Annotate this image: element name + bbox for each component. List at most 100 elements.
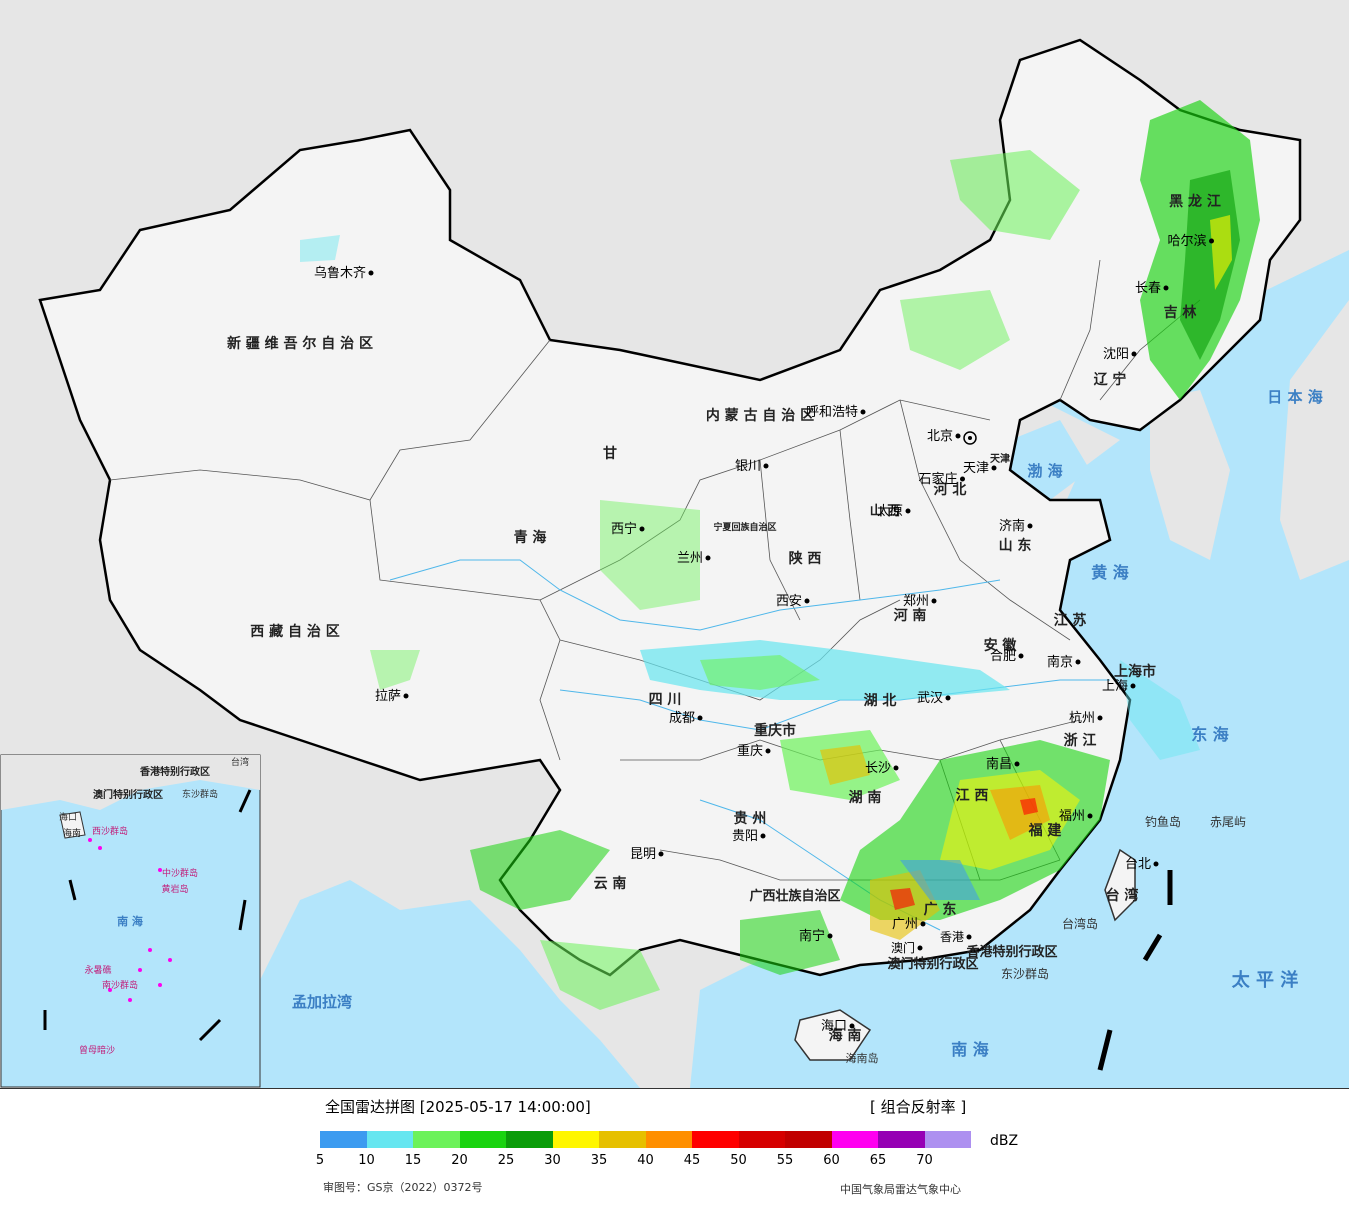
city-dot — [1018, 653, 1024, 659]
shanxi-label: 山 西 — [870, 503, 901, 519]
hohhot-label: 呼和浩特 — [806, 405, 858, 420]
xinjiang-label: 新 疆 维 吾 尔 自 治 区 — [227, 335, 373, 352]
city-dot — [991, 465, 997, 471]
city-dot — [1027, 523, 1033, 529]
legend-tick: 30 — [544, 1153, 561, 1168]
bohai-sea — [1010, 420, 1090, 500]
macau-label: 澳门 — [891, 940, 915, 955]
city-dot — [860, 409, 866, 415]
approval-number: 审图号：GS京（2022）0372号 — [323, 1181, 483, 1194]
huanghai-label: 黄 海 — [1091, 563, 1129, 582]
inset-huangyan-label: 黄岩岛 — [161, 883, 188, 895]
legend-swatch — [785, 1131, 832, 1148]
legend-swatch — [413, 1131, 460, 1148]
guangdong-label: 广 东 — [924, 901, 957, 918]
chongqing-city-label: 重庆 — [737, 743, 763, 759]
capital-marker — [963, 431, 977, 445]
legend-tick: 20 — [451, 1153, 468, 1168]
organization: 中国气象局雷达气象中心 — [840, 1183, 961, 1196]
shenyang-label: 沈阳 — [1103, 347, 1129, 362]
city-dot — [765, 748, 771, 754]
city-dot — [639, 526, 645, 532]
nanhai-label: 南 海 — [951, 1040, 989, 1059]
inset-dash-line — [43, 789, 252, 1042]
guangzhou-label: 广州 — [892, 917, 918, 932]
inset-dongsha-label: 东沙群岛 — [182, 788, 218, 800]
wuhan-label: 武汉 — [917, 691, 943, 706]
inset-zhongsha-label: 中沙群岛 — [162, 867, 198, 879]
inset-zengmu-label: 曾母暗沙 — [79, 1044, 115, 1056]
legend-tick: 40 — [637, 1153, 654, 1168]
legend-swatch — [506, 1131, 553, 1148]
hefei-label: 合肥 — [990, 649, 1016, 664]
fuzhou-label: 福州 — [1059, 809, 1085, 824]
unit-label: dBZ — [990, 1133, 1019, 1149]
city-dot — [1131, 351, 1137, 357]
city-dot — [403, 693, 409, 699]
hainan-dao-label: 海南岛 — [846, 1051, 879, 1065]
hk-sar-label: 香港特别行政区 — [965, 944, 1057, 960]
city-dot — [893, 765, 899, 771]
city-dot — [1075, 659, 1081, 665]
city-dot — [705, 555, 711, 561]
jiangsu-label: 江 苏 — [1054, 612, 1087, 629]
product-type: [ 组合反射率 ] — [870, 1098, 967, 1116]
inset-nanhai-label: 南 海 — [117, 914, 143, 928]
zhengzhou-label: 郑州 — [903, 594, 929, 609]
diaoyu-label: 钓鱼岛 — [1145, 814, 1181, 829]
shanghai-city-label: 上海 — [1102, 679, 1128, 694]
guangxi-label: 广西壮族自治区 — [749, 888, 840, 904]
legend-tick: 35 — [590, 1153, 608, 1168]
anhui-label: 安 徽 — [984, 637, 1018, 654]
urumqi-label: 乌鲁木齐 — [314, 265, 366, 281]
heilongjiang-label: 黑 龙 江 — [1169, 193, 1221, 210]
legend-swatch — [924, 1131, 971, 1148]
shandong-label: 山 东 — [999, 537, 1032, 554]
haikou-label: 海口 — [821, 1019, 847, 1034]
city-dot — [1130, 683, 1136, 689]
city-dot — [1014, 761, 1020, 767]
beijing-label: 北京 — [927, 429, 953, 444]
legend-tick: 70 — [916, 1153, 933, 1168]
legend-tick: 55 — [776, 1153, 794, 1168]
city-dot — [955, 433, 961, 439]
inset-land — [1, 755, 260, 810]
gansu-label: 甘 — [603, 445, 617, 462]
radar-echoes — [300, 100, 1260, 1010]
riben-hai-label: 日 本 海 — [1267, 388, 1322, 406]
jilin-label: 吉 林 — [1164, 304, 1197, 321]
nine-dash-line — [1097, 870, 1173, 1071]
inset-hk-label: 香港特别行政区 — [140, 765, 210, 778]
korea-land — [1150, 390, 1230, 560]
city-dot — [658, 851, 664, 857]
taibei-label: 台北 — [1125, 857, 1151, 872]
chengdu-label: 成都 — [669, 711, 695, 726]
lhasa-label: 拉萨 — [375, 689, 401, 704]
inset-haikou-label: 海口 — [59, 811, 77, 823]
legend-swatch — [366, 1131, 413, 1148]
lanzhou-label: 兰州 — [677, 551, 703, 566]
yunnan-label: 云 南 — [594, 875, 627, 892]
mengjiala-label: 孟加拉湾 — [292, 993, 352, 1011]
city-dot — [945, 695, 951, 701]
color-scale — [320, 1131, 971, 1148]
china-land — [38, 38, 1302, 1061]
japan-land — [1280, 300, 1349, 580]
legend-tick: 50 — [730, 1153, 747, 1168]
hangzhou-label: 杭州 — [1069, 711, 1095, 726]
inset-xisha-label: 西沙群岛 — [92, 825, 128, 837]
legend-tick: 45 — [683, 1153, 701, 1168]
city-dot — [905, 508, 911, 514]
nanning-label: 南宁 — [799, 928, 825, 944]
ningxia-label: 宁夏回族自治区 — [713, 521, 776, 533]
harbin-label: 哈尔滨 — [1167, 233, 1206, 249]
city-dot — [966, 934, 972, 940]
taipingyang-label: 太 平 洋 — [1232, 969, 1299, 991]
legend-swatch — [878, 1131, 925, 1148]
taiwan-dao-label: 台湾岛 — [1062, 916, 1098, 931]
city-dot — [804, 598, 810, 604]
city-dot — [1087, 813, 1093, 819]
nanjing-label: 南京 — [1047, 654, 1073, 670]
xian-label: 西安 — [776, 594, 802, 609]
legend-tick: 5 — [315, 1153, 325, 1168]
